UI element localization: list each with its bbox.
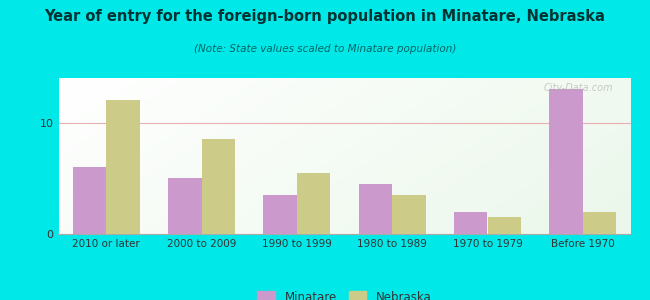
Bar <box>106 100 140 234</box>
Text: (Note: State values scaled to Minatare population): (Note: State values scaled to Minatare p… <box>194 44 456 53</box>
Bar <box>392 195 426 234</box>
Bar <box>454 212 488 234</box>
Bar <box>488 217 521 234</box>
Bar <box>73 167 106 234</box>
Bar <box>202 139 235 234</box>
Bar <box>297 173 330 234</box>
Bar <box>168 178 202 234</box>
Bar <box>549 89 583 234</box>
Bar <box>583 212 616 234</box>
Bar <box>359 184 392 234</box>
Legend: Minatare, Nebraska: Minatare, Nebraska <box>253 287 436 300</box>
Text: City-Data.com: City-Data.com <box>543 83 614 93</box>
Bar <box>263 195 297 234</box>
Text: Year of entry for the foreign-born population in Minatare, Nebraska: Year of entry for the foreign-born popul… <box>45 9 605 24</box>
